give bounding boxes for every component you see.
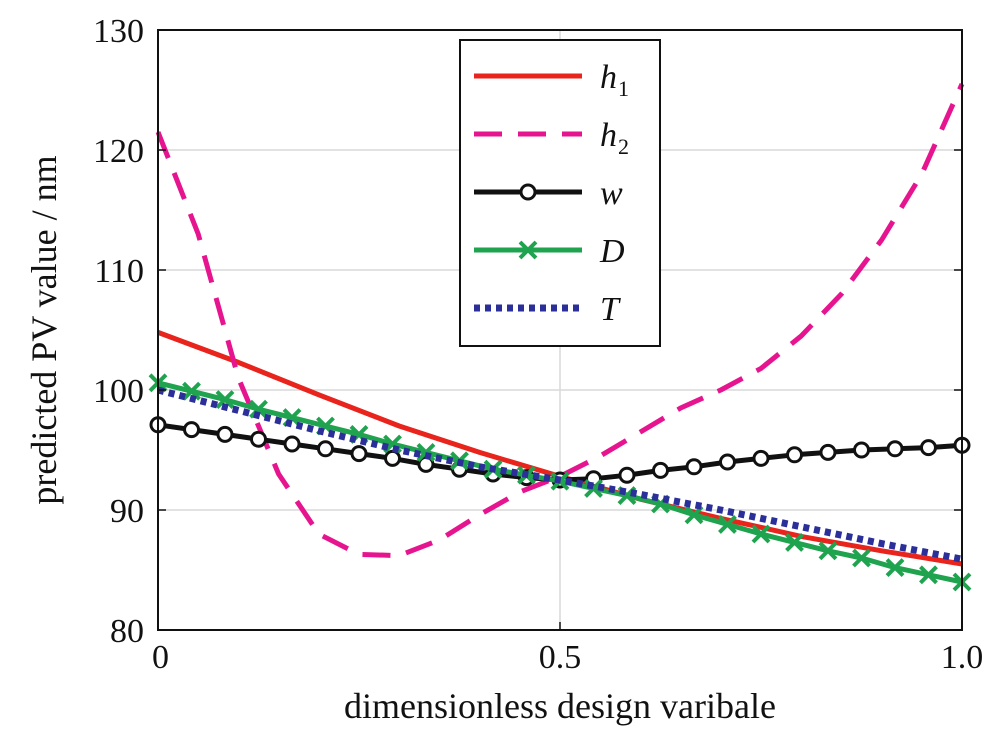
legend-entry: h2: [474, 117, 629, 159]
data-point: [215, 390, 235, 410]
data-point: [250, 430, 267, 448]
y-tick-label: 110: [94, 253, 144, 290]
legend-entry: w: [474, 175, 623, 212]
series-h2: [155, 82, 965, 559]
series-layer: [148, 82, 972, 592]
legend-label-subscript: 2: [618, 134, 629, 159]
legend-label: h2: [600, 117, 629, 159]
data-point: [718, 453, 736, 471]
y-tick-label: 80: [110, 613, 144, 650]
data-point: [183, 421, 201, 439]
data-point: [751, 524, 771, 544]
data-point: [316, 440, 334, 458]
data-point: [350, 445, 368, 463]
data-point: [818, 541, 838, 561]
legend-label: T: [600, 291, 621, 328]
legend-label: h1: [600, 59, 629, 101]
legend-label-subscript: 1: [618, 76, 629, 101]
legend-marker: [519, 183, 537, 201]
legend-label-name: T: [600, 291, 621, 328]
data-point: [786, 446, 804, 464]
data-point: [685, 458, 703, 476]
axis-ticks: 80 90 100 110 120 130 0 0.5 1.0: [93, 13, 983, 676]
data-point: [752, 449, 770, 467]
data-point: [885, 558, 905, 578]
data-point: [785, 532, 804, 552]
x-tick-label: 0: [152, 639, 169, 676]
series-t: [157, 386, 963, 563]
legend-label-name: h: [600, 117, 617, 154]
data-point: [886, 440, 904, 458]
data-point: [684, 505, 704, 525]
data-point: [919, 565, 938, 585]
legend-label: D: [599, 233, 625, 270]
data-point: [384, 449, 402, 467]
y-tick-label: 130: [93, 13, 144, 50]
x-tick-label: 1.0: [941, 639, 984, 676]
legend-label: w: [600, 175, 623, 212]
data-point: [283, 435, 301, 453]
series-line: [155, 82, 965, 559]
y-tick-label: 120: [93, 133, 144, 170]
data-point: [819, 443, 837, 461]
data-point: [853, 441, 870, 459]
data-point: [852, 548, 871, 568]
data-point: [618, 466, 636, 484]
data-point: [216, 425, 234, 443]
data-point: [182, 381, 201, 401]
data-point: [652, 461, 669, 479]
legend-marker: [518, 240, 538, 260]
y-axis-label: predicted PV value / nm: [24, 155, 64, 504]
y-tick-label: 100: [93, 373, 144, 410]
legend-entry: T: [474, 291, 621, 328]
data-point: [718, 514, 737, 534]
legend-entry: h1: [474, 59, 629, 101]
series-line: [157, 386, 963, 563]
y-tick-label: 90: [110, 493, 144, 530]
x-tick-label: 0.5: [539, 639, 582, 676]
legend-entry: D: [474, 233, 625, 270]
data-point: [249, 399, 268, 419]
data-point: [919, 439, 937, 457]
x-axis-label: dimensionless design varibale: [344, 686, 776, 726]
legend-label-name: h: [600, 59, 617, 96]
legend-label-name: w: [600, 175, 623, 212]
legend-label-name: D: [599, 233, 625, 270]
